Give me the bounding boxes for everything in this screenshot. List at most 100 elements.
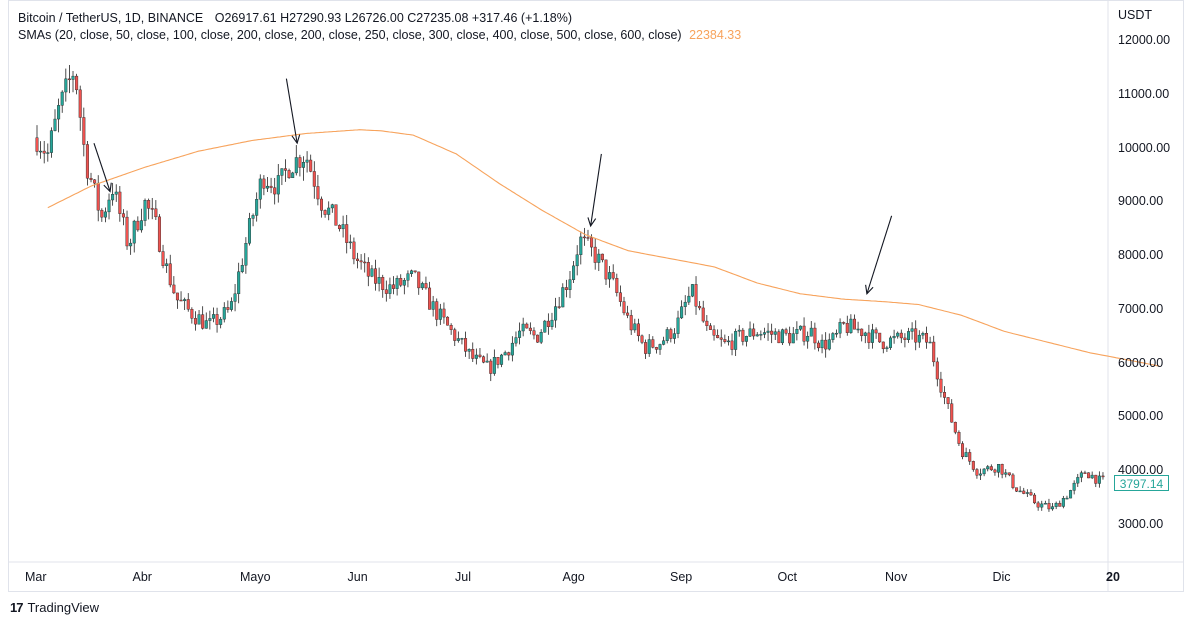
legend-ohlc: O26917.61 H27290.93 L26726.00 C27235.08 … xyxy=(214,11,572,25)
candle xyxy=(197,310,201,325)
candles-layer xyxy=(35,65,1105,512)
candle xyxy=(971,460,975,472)
candle xyxy=(251,213,255,227)
candle xyxy=(741,327,745,346)
candle-body xyxy=(460,338,464,340)
candle-body xyxy=(651,339,655,348)
candle xyxy=(53,109,57,132)
candle xyxy=(798,325,802,331)
candle xyxy=(229,297,233,312)
candle-body xyxy=(244,243,248,266)
candle xyxy=(654,346,658,354)
candle xyxy=(554,297,558,328)
candle xyxy=(1004,469,1008,478)
candle-body xyxy=(856,328,860,331)
candle xyxy=(953,421,957,435)
candle xyxy=(1015,487,1019,493)
tradingview-branding[interactable]: 17 TradingView xyxy=(10,600,99,615)
candle-body xyxy=(197,314,201,325)
candle-body xyxy=(93,179,97,184)
candle xyxy=(514,331,518,347)
candle-body xyxy=(233,293,237,302)
candle-body xyxy=(597,253,601,263)
candle xyxy=(226,300,230,313)
candle-body xyxy=(294,157,298,174)
candle-body xyxy=(582,236,586,239)
candle-body xyxy=(989,466,993,471)
candle xyxy=(536,334,540,343)
candle xyxy=(175,292,179,309)
candle-body xyxy=(708,325,712,330)
candle-body xyxy=(118,191,122,214)
candle-body xyxy=(143,200,147,221)
candle-body xyxy=(215,314,219,325)
candle-body xyxy=(690,284,694,297)
candle xyxy=(280,168,284,186)
candle xyxy=(838,318,842,339)
candle-body xyxy=(201,314,205,329)
legend-sma-line[interactable]: SMAs (20, close, 50, close, 100, close, … xyxy=(18,28,741,42)
candle xyxy=(179,291,183,302)
candle xyxy=(359,254,363,270)
candle-body xyxy=(586,237,590,239)
candle xyxy=(161,244,165,269)
candle xyxy=(708,323,712,330)
candle xyxy=(193,311,197,331)
candle-body xyxy=(467,348,471,352)
legend-sma-label[interactable]: SMAs (20, close, 50, close, 100, close, … xyxy=(18,28,682,42)
candle-body xyxy=(795,329,799,334)
candle xyxy=(190,307,194,324)
time-tick-label: Jun xyxy=(347,570,368,584)
candle xyxy=(168,254,172,288)
candle-body xyxy=(680,306,684,319)
candle-body xyxy=(698,305,702,309)
candle xyxy=(647,334,651,357)
legend-symbol[interactable]: Bitcoin / TetherUS, 1D, BINANCE xyxy=(18,11,204,25)
candle xyxy=(384,280,388,302)
price-tick-label: 3000.00 xyxy=(1118,517,1164,531)
candle xyxy=(568,270,572,299)
candle-body xyxy=(453,329,457,341)
candle-body xyxy=(636,323,640,337)
candle xyxy=(348,234,352,249)
price-tick-label: 6000.00 xyxy=(1118,355,1164,370)
candle xyxy=(233,284,237,312)
candle-body xyxy=(507,352,511,356)
candle-body xyxy=(420,283,424,289)
candle xyxy=(240,258,244,274)
candle-body xyxy=(49,130,53,153)
candle-body xyxy=(1097,475,1101,484)
candle-body xyxy=(870,329,874,343)
candle-body xyxy=(305,159,309,163)
candle-body xyxy=(1087,472,1091,479)
candle xyxy=(294,145,298,176)
candle-body xyxy=(489,360,493,374)
candle-body xyxy=(910,328,914,332)
price-scale-currency[interactable]: USDT xyxy=(1118,8,1153,22)
candle-body xyxy=(525,323,529,329)
price-tick-label: 11000.00 xyxy=(1118,86,1170,101)
sma-layer xyxy=(47,129,1160,367)
candle-body xyxy=(258,178,262,200)
candle-body xyxy=(928,341,932,344)
candle xyxy=(1058,500,1062,507)
candle-body xyxy=(348,241,352,244)
candle xyxy=(899,329,903,344)
candle xyxy=(413,270,417,274)
candle-body xyxy=(629,315,633,331)
legend-symbol-line[interactable]: Bitcoin / TetherUS, 1D, BINANCE O26917.6… xyxy=(18,11,572,25)
arrow-shaft xyxy=(285,78,298,144)
candle xyxy=(629,309,633,335)
candle-body xyxy=(352,241,356,260)
candle-body xyxy=(251,215,255,219)
candle-body xyxy=(139,220,143,231)
candle-body xyxy=(777,331,781,344)
candle-body xyxy=(381,277,385,290)
candle xyxy=(680,300,684,320)
candle-body xyxy=(1083,472,1087,474)
candle-body xyxy=(935,361,939,380)
candle-body xyxy=(75,75,79,91)
candle xyxy=(471,342,475,363)
candle xyxy=(716,329,720,339)
